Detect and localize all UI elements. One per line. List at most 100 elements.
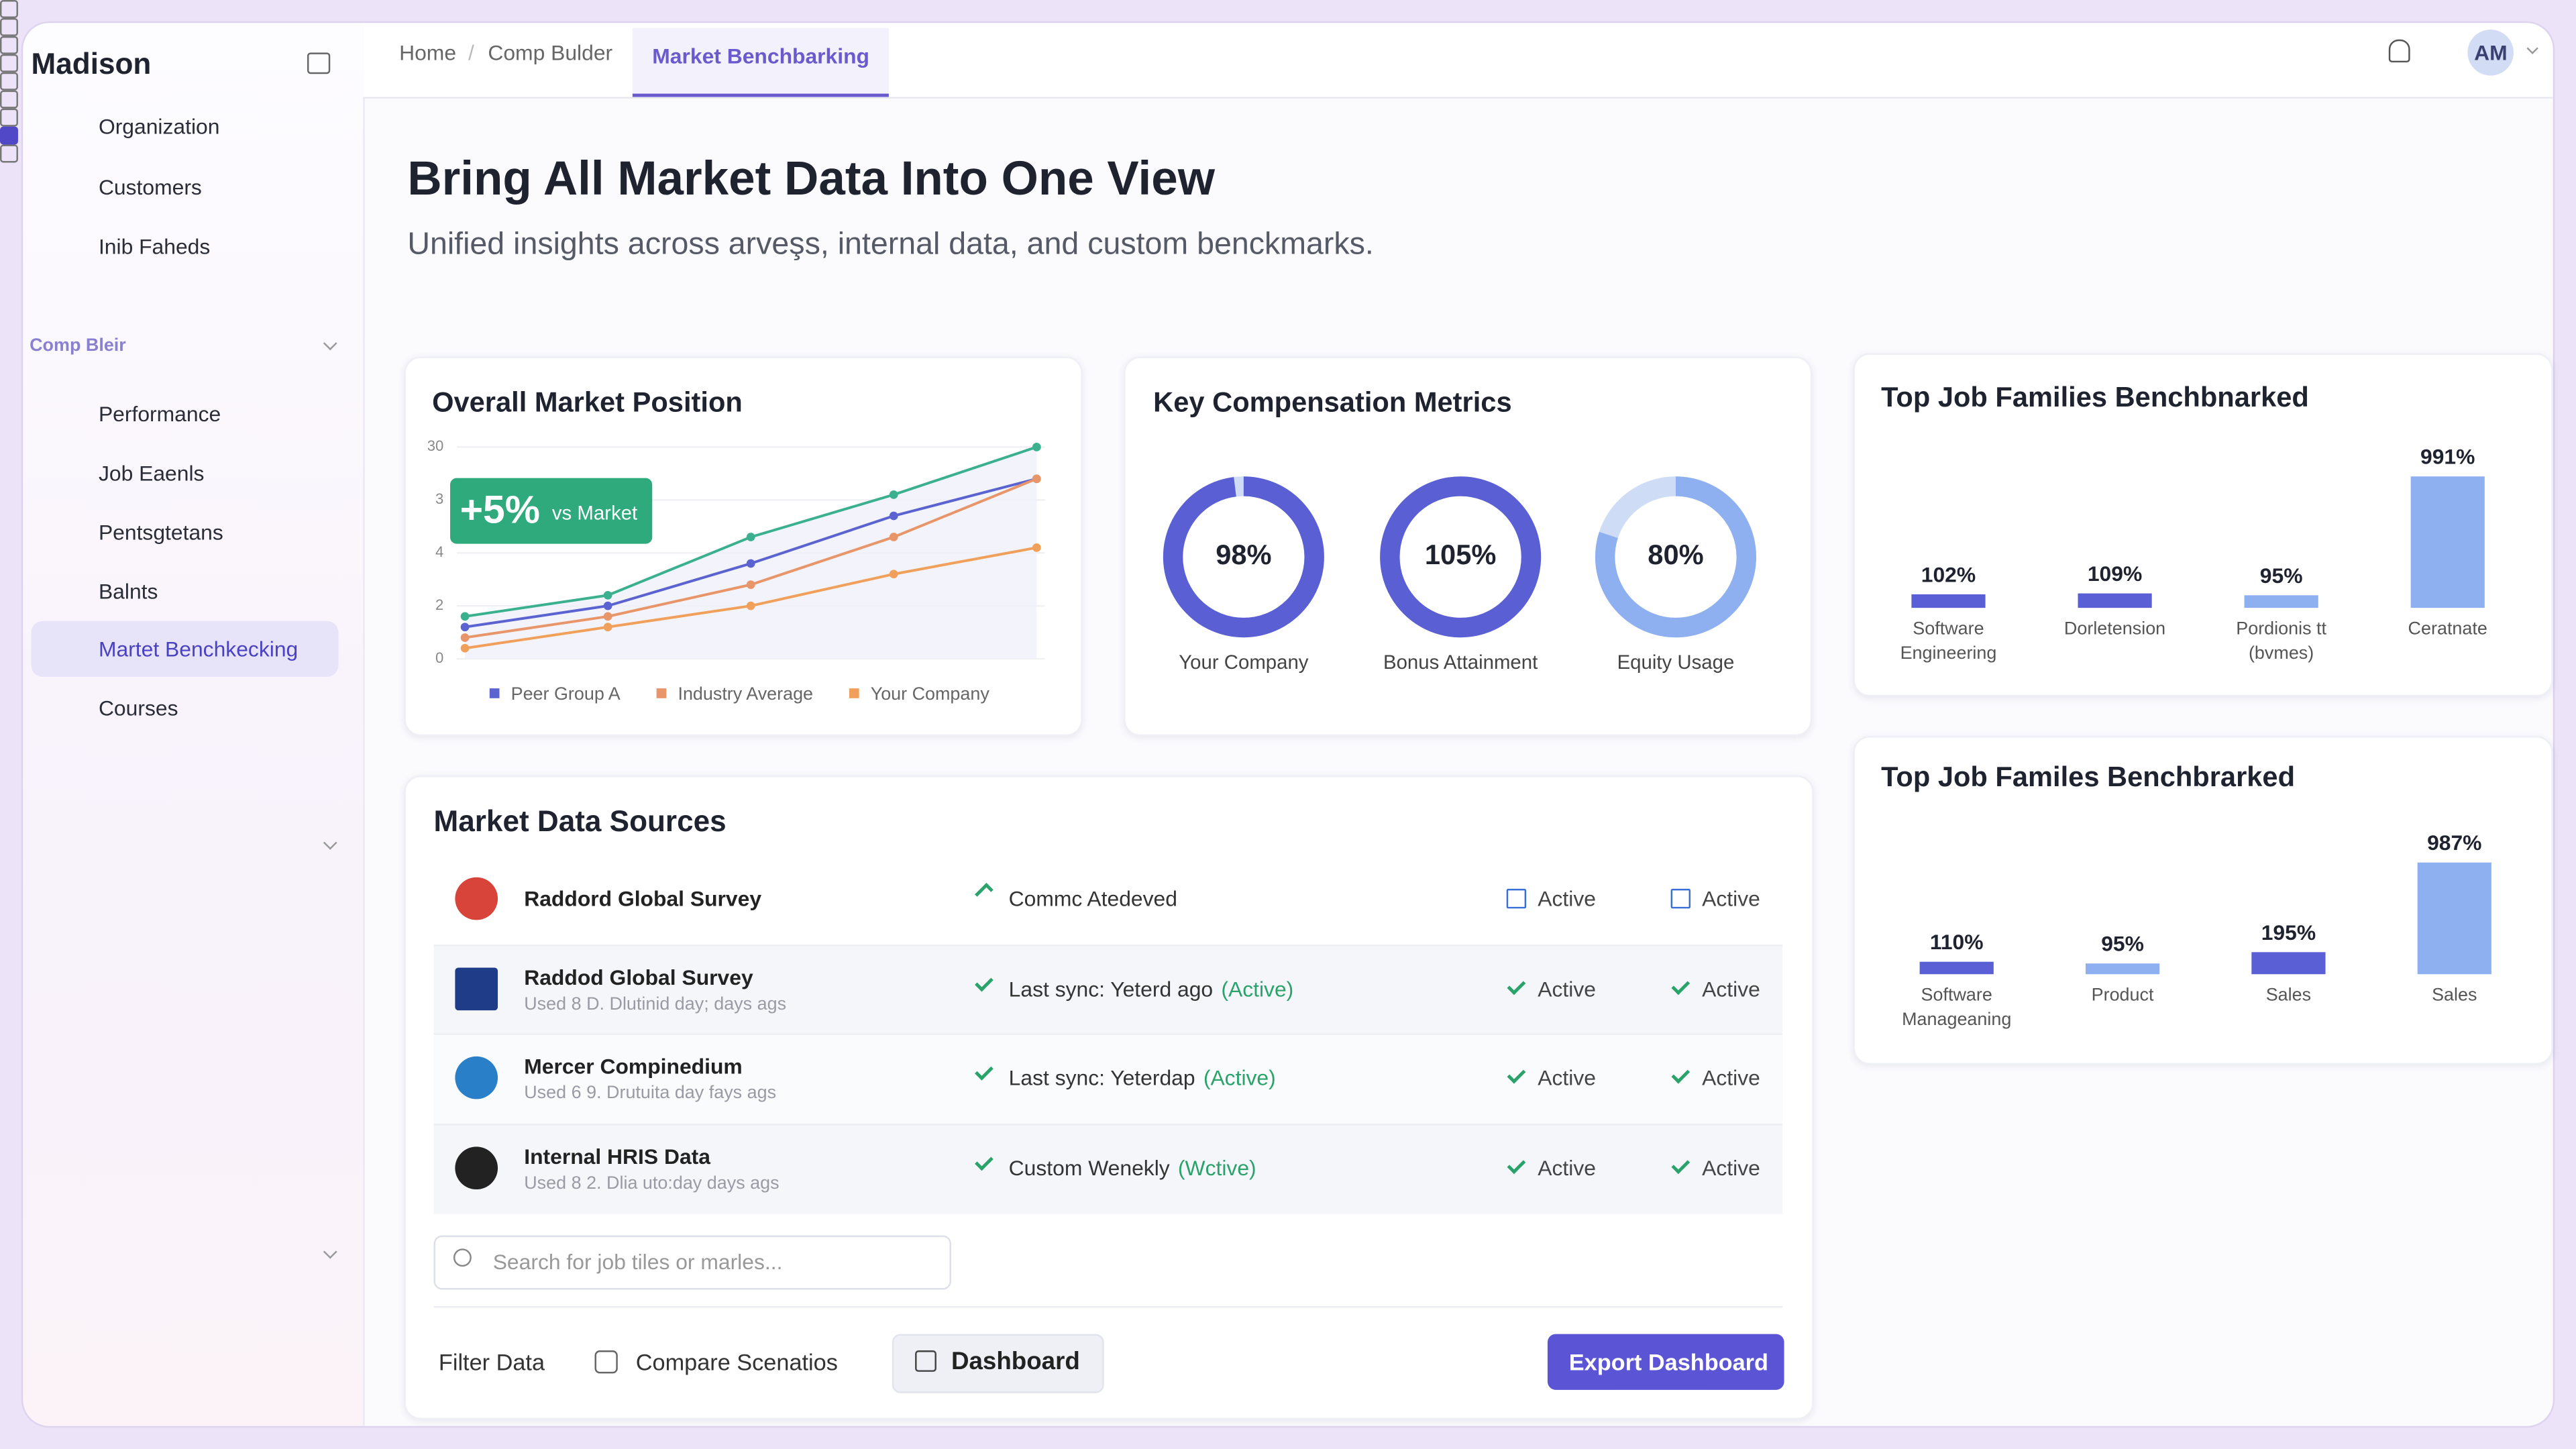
nav-item[interactable]: Courses [98,696,178,720]
source-logo [455,877,498,920]
bar [2078,593,2152,608]
bar [1919,961,1994,975]
point [746,580,755,589]
icon [0,17,18,36]
search-box[interactable] [433,1235,951,1290]
point [460,623,470,632]
breadcrumb[interactable]: Comp Bulder [488,40,613,65]
nav-item[interactable]: Inib Faheds [98,233,211,259]
y-tick-label: 0 [435,649,443,666]
donut-label: 105% [1425,539,1496,570]
source-status: Commc Atedeved [1008,886,1177,911]
source-sub: Used 6 9. Drutuita day fays ags [524,1083,777,1104]
bar-value-label: 102% [1921,562,1976,586]
point [603,601,612,610]
card-title: Overall Market Position [432,386,743,419]
bar-value-label: 95% [2101,932,2144,956]
y-tick-label: 2 [435,596,443,613]
bar-category: Sales [2432,985,2477,1006]
dashboard-button-bg[interactable] [892,1334,1104,1393]
export-button-bg[interactable] [1547,1334,1784,1390]
point [460,643,470,653]
icon [0,54,18,72]
bell[interactable] [2388,39,2410,63]
y-tick-label: 30 [427,437,444,454]
nav-item[interactable]: Customers [98,174,202,200]
card [1124,356,1813,737]
y-tick-label: 3 [435,490,443,507]
page-title: Bring All Market Data Into One View [407,153,1216,207]
y-tick-label: 4 [435,543,443,560]
point [889,570,898,579]
breadcrumb[interactable]: Home [399,40,457,65]
breadcrumb-active[interactable]: Market Benchbarking [652,43,870,68]
source-tag: (Active) [1221,976,1294,1002]
source-tag: (Wctive) [1177,1155,1256,1181]
point [1032,443,1041,451]
point [746,559,755,568]
source-state: Active [1702,886,1760,911]
tab-active-bg[interactable] [632,28,889,97]
card-title: Top Job Familes Benchbrarked [1881,761,2296,793]
donut-category: Bonus Attainment [1383,651,1538,674]
dashboard-button[interactable]: Dashboard [951,1348,1080,1377]
collapse-button[interactable] [307,52,331,74]
card-title: Market Data Sources [433,805,727,838]
source-status: Last sync: Yeterd ago [1008,976,1214,1002]
source-name[interactable]: Mercer Compinedium [524,1054,743,1079]
bar-value-label: 987% [2427,830,2481,855]
donut-arc [1163,476,1324,638]
divider [433,1305,1783,1308]
badge [450,478,653,544]
donut-arc [1595,476,1756,638]
avatar-initials: AM [2474,40,2508,65]
bar [1911,594,1986,608]
source-sub: Used 8 2. Dlia uto:day days ags [524,1173,780,1194]
sidebar [23,23,365,1426]
nav-item[interactable]: Martet Benchkecking [98,636,299,661]
bar-value-label: 110% [1930,930,1984,954]
source-state: Active [1702,1155,1760,1181]
bar-value-label: 95% [2260,564,2303,588]
legend-swatch [656,688,667,698]
bar [2244,595,2318,608]
point [889,490,898,499]
avatar[interactable] [2467,30,2514,76]
legend-label: Industry Average [678,684,813,704]
export-button[interactable]: Export Dashboard [1568,1348,1768,1375]
filter-button[interactable]: Filter Data [438,1348,545,1375]
source-name[interactable]: Raddord Global Survey [524,886,762,911]
icon [0,108,18,127]
nav-item[interactable]: Organization [98,114,220,139]
nav-item[interactable]: Performance [98,401,221,427]
nav-item[interactable]: Pentsgtetans [98,520,223,545]
bar-value-label: 991% [2420,445,2475,469]
icon [0,36,18,54]
donut-category: Your Company [1179,651,1309,674]
nav-item[interactable]: Job Eaenls [98,460,205,486]
checkbox[interactable] [1670,888,1691,909]
bar-category: Ceratnate [2408,619,2487,639]
checkbox[interactable] [1506,888,1527,909]
source-name[interactable]: Raddod Global Survey [524,965,753,990]
legend-label: Peer Group A [511,684,621,704]
point [603,623,612,632]
bar [2251,952,2326,975]
point [603,590,612,600]
search-placeholder[interactable]: Search for job tiles or marles... [492,1249,783,1275]
donut-label: 80% [1648,539,1703,570]
nav-item[interactable]: Balnts [98,579,158,604]
donut-label: 98% [1216,539,1271,570]
point [603,612,612,621]
source-status: Last sync: Yeterdap [1008,1065,1195,1090]
source-name[interactable]: Internal HRIS Data [524,1144,710,1169]
legend-swatch [849,688,859,698]
compare-button[interactable]: Compare Scenatios [635,1348,838,1375]
source-state: Active [1702,1065,1760,1090]
card-title: Key Compensation Metrics [1153,386,1512,419]
bar-value-label: 109% [2088,561,2142,586]
search-icon [453,1248,472,1267]
source-logo [455,967,498,1011]
